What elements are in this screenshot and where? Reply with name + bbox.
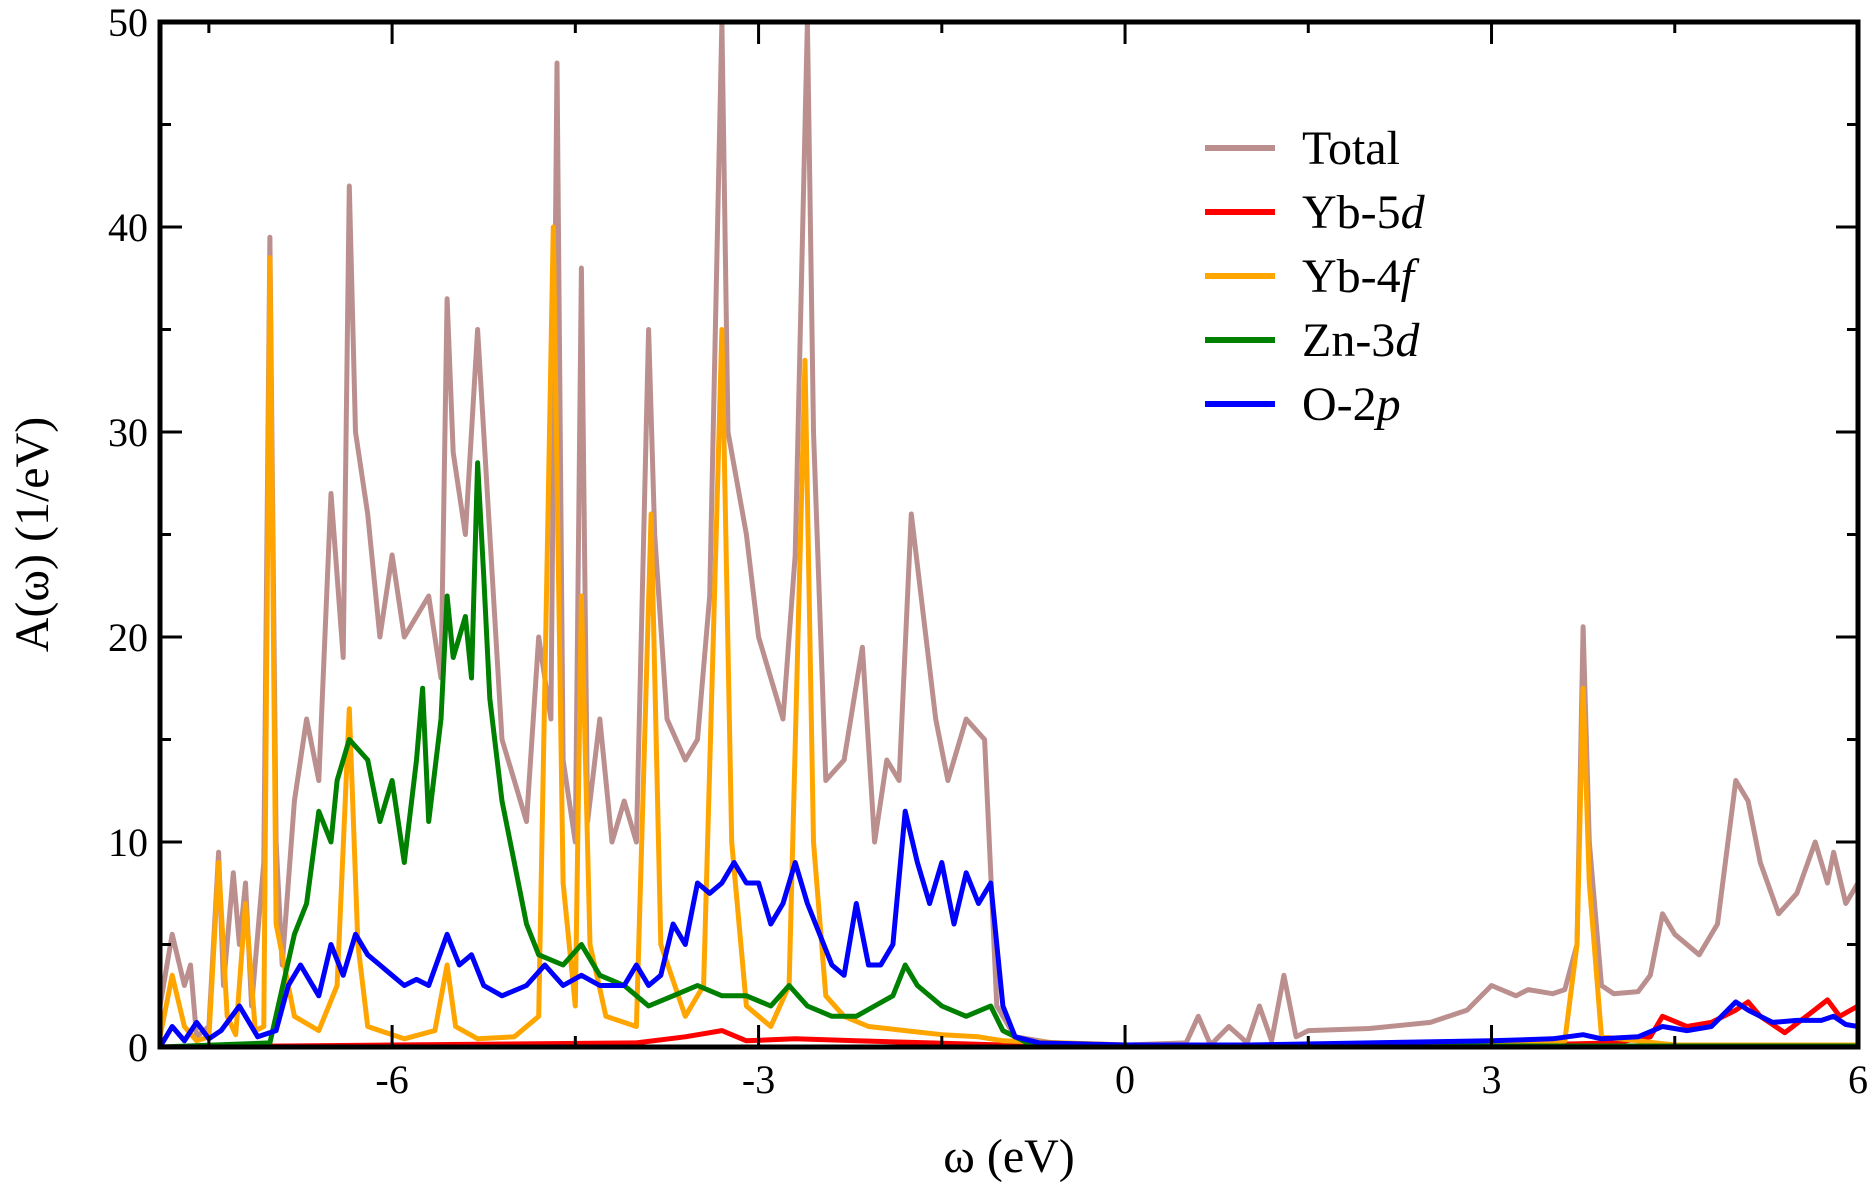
y-tick-label: 30 [108,410,148,455]
x-tick-label: -6 [375,1057,408,1102]
series-line-total [160,22,1858,1047]
legend-label-main: O-2 [1302,378,1377,431]
series-line-yb-5d [160,997,1858,1047]
legend-label-zn-3d: Zn-3d [1302,314,1420,367]
legend-label-main: Total [1302,122,1400,175]
legend-label-main: Yb-5 [1302,186,1401,239]
x-axis-title: ω (eV) [943,1130,1075,1183]
ticks-layer [160,20,1860,1049]
legend-label-main: Zn-3 [1302,314,1395,367]
series-layer [160,22,1858,1047]
y-tick-label: 20 [108,615,148,660]
series-line-yb-4f [160,224,1858,1047]
legend-label-yb-4f: Yb-4f [1302,250,1420,303]
legend-label-italic: f [1401,250,1420,303]
legend-label-total: Total [1302,122,1400,175]
legend-label-italic: d [1401,186,1426,239]
y-tick-label: 0 [128,1025,148,1070]
y-axis-title: A(ω) (1/eV) [6,417,59,653]
legend-label-italic: d [1395,314,1420,367]
y-tick-label: 10 [108,820,148,865]
x-tick-label: 0 [1115,1057,1135,1102]
legend-label-main: Yb-4 [1302,250,1401,303]
legend-label-italic: p [1374,378,1401,431]
y-tick-label: 50 [108,0,148,45]
y-tick-label: 40 [108,205,148,250]
x-tick-label: -3 [742,1057,775,1102]
plot-frame [157,19,1861,1050]
tick-labels-layer: -6 -3 0 3 6 0 10 20 30 40 50 [108,0,1868,1102]
series-line-zn-3d [160,460,1858,1047]
x-tick-label: 6 [1848,1057,1868,1102]
x-tick-label: 3 [1482,1057,1502,1102]
legend-label-yb-5d: Yb-5d [1302,186,1426,239]
series-line-o-2p [160,808,1858,1047]
legend-label-o-2p: O-2p [1302,378,1401,431]
